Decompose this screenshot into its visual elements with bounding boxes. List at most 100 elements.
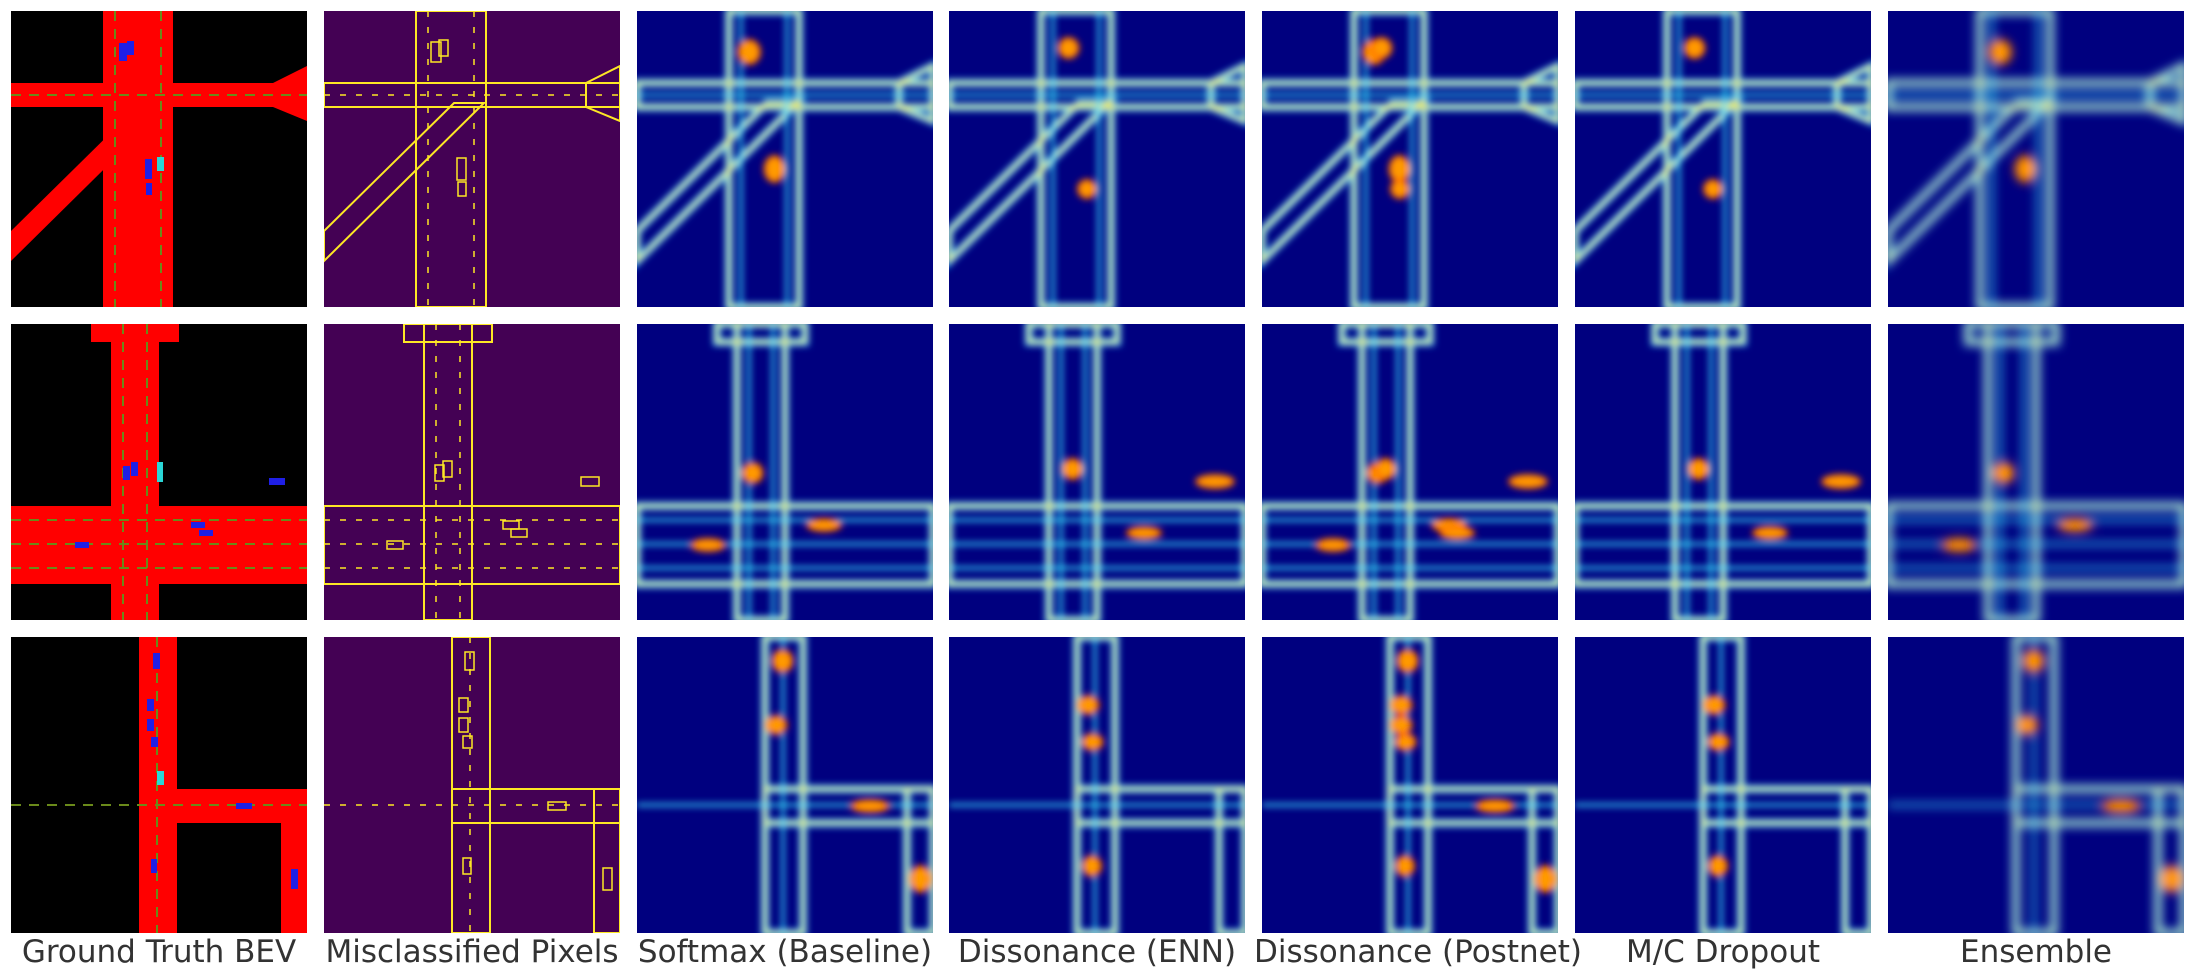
uncertainty-map	[1888, 324, 2184, 620]
uncertainty-map	[637, 637, 933, 933]
misclassified-blob	[462, 735, 473, 749]
uncertainty-hotspot	[2160, 865, 2183, 893]
panel-image	[1262, 324, 1558, 620]
uncertainty-hotspot	[763, 155, 786, 183]
panel-image	[949, 324, 1245, 620]
uncertainty-hotspot	[1126, 526, 1162, 540]
uncertainty-map	[637, 324, 933, 620]
panel-image	[1262, 11, 1558, 307]
panel-mc-scene-1	[1575, 11, 1871, 307]
uncertainty-hotspot	[1687, 458, 1710, 480]
vehicle-marker	[151, 737, 158, 747]
uncertainty-hotspot	[2057, 518, 2093, 532]
uncertainty-map	[1888, 637, 2184, 933]
vehicle-marker	[269, 478, 285, 485]
uncertainty-hotspot	[850, 799, 890, 813]
panel-softmax-scene-1	[637, 11, 933, 307]
road-network	[451, 637, 620, 933]
panel-enn-scene-2	[949, 324, 1245, 620]
panel-softmax-scene-3	[637, 637, 933, 933]
uncertainty-background	[1262, 11, 1558, 307]
uncertainty-hotspot	[1390, 715, 1413, 735]
panel-gt-scene-3	[11, 637, 307, 933]
background-region	[324, 11, 620, 307]
misclassified-blob	[434, 464, 445, 482]
misclassified-lines	[324, 324, 620, 620]
vehicle-marker	[146, 183, 152, 195]
uncertainty-hotspot	[2016, 715, 2039, 735]
background-region	[324, 637, 620, 933]
panel-enn-scene-3	[949, 637, 1245, 933]
panel-image	[637, 324, 933, 620]
panel-image	[11, 324, 307, 620]
misclassified-blob	[580, 476, 600, 487]
uncertainty-hotspot	[1534, 865, 1557, 893]
vehicle-marker	[145, 159, 152, 179]
misclassified-blob	[464, 651, 475, 671]
uncertainty-background	[637, 11, 933, 307]
panel-image	[949, 637, 1245, 933]
column-label-gt: Ground Truth BEV	[21, 934, 297, 970]
uncertainty-hotspot	[806, 518, 842, 532]
uncertainty-hotspot	[2014, 155, 2037, 183]
uncertainty-hotspot	[1390, 695, 1413, 715]
misclassified-lines	[324, 11, 620, 307]
uncertainty-hotspot	[1370, 37, 1393, 59]
road-network	[324, 11, 620, 307]
uncertainty-map	[949, 637, 1245, 933]
panel-image	[1888, 324, 2184, 620]
uncertainty-hotspot	[1703, 179, 1723, 199]
misclassified-lines	[324, 637, 620, 933]
panel-ens-scene-2	[1888, 324, 2184, 620]
uncertainty-hotspot	[1395, 855, 1415, 877]
uncertainty-hotspot	[1941, 538, 1977, 552]
uncertainty-hotspot	[1394, 733, 1417, 751]
column-label-mc: M/C Dropout	[1625, 934, 1821, 970]
uncertainty-hotspot	[1388, 155, 1411, 183]
pedestrian-marker	[157, 462, 163, 482]
misclassified-blob	[438, 39, 449, 57]
vehicle-marker	[131, 462, 138, 476]
uncertainty-map	[1575, 637, 1871, 933]
column-label-softmax: Softmax (Baseline)	[637, 934, 933, 970]
uncertainty-hotspot	[1821, 474, 1861, 489]
uncertainty-hotspot	[741, 462, 764, 484]
uncertainty-background	[1888, 11, 2184, 307]
panel-mis-scene-2	[324, 324, 620, 620]
panel-ens-scene-3	[1888, 637, 2184, 933]
uncertainty-hotspot	[1081, 733, 1104, 751]
panel-softmax-scene-2	[637, 324, 933, 620]
column-label-mis: Misclassified Pixels	[325, 934, 619, 970]
panel-mis-scene-1	[324, 11, 620, 307]
panel-postnet-scene-3	[1262, 637, 1558, 933]
panel-image	[1575, 637, 1871, 933]
uncertainty-hotspot	[2022, 649, 2045, 673]
uncertainty-hotspot	[909, 865, 932, 893]
panel-image	[324, 324, 620, 620]
uncertainty-hotspot	[1988, 39, 2012, 65]
panel-image	[11, 637, 307, 933]
vehicle-marker	[199, 530, 213, 536]
panel-mc-scene-2	[1575, 324, 1871, 620]
vehicle-marker	[119, 43, 127, 61]
column-label-postnet: Dissonance (Postnet)	[1254, 934, 1582, 970]
panel-image	[324, 11, 620, 307]
road-network	[324, 324, 620, 620]
uncertainty-hotspot	[765, 715, 788, 735]
uncertainty-hotspot	[1057, 37, 1080, 59]
uncertainty-background	[949, 11, 1245, 307]
uncertainty-hotspot	[1396, 649, 1419, 673]
uncertainty-hotspot	[737, 39, 761, 65]
uncertainty-map	[949, 324, 1245, 620]
uncertainty-hotspot	[1390, 179, 1410, 199]
uncertainty-map	[637, 11, 933, 307]
misclassified-blob	[510, 528, 528, 538]
pedestrian-marker	[157, 157, 164, 171]
uncertainty-hotspot	[1708, 855, 1728, 877]
vehicle-marker	[127, 41, 134, 55]
pedestrian-marker	[157, 771, 164, 785]
misclassified-blob	[430, 41, 442, 63]
panel-enn-scene-1	[949, 11, 1245, 307]
vehicle-marker	[147, 719, 154, 731]
